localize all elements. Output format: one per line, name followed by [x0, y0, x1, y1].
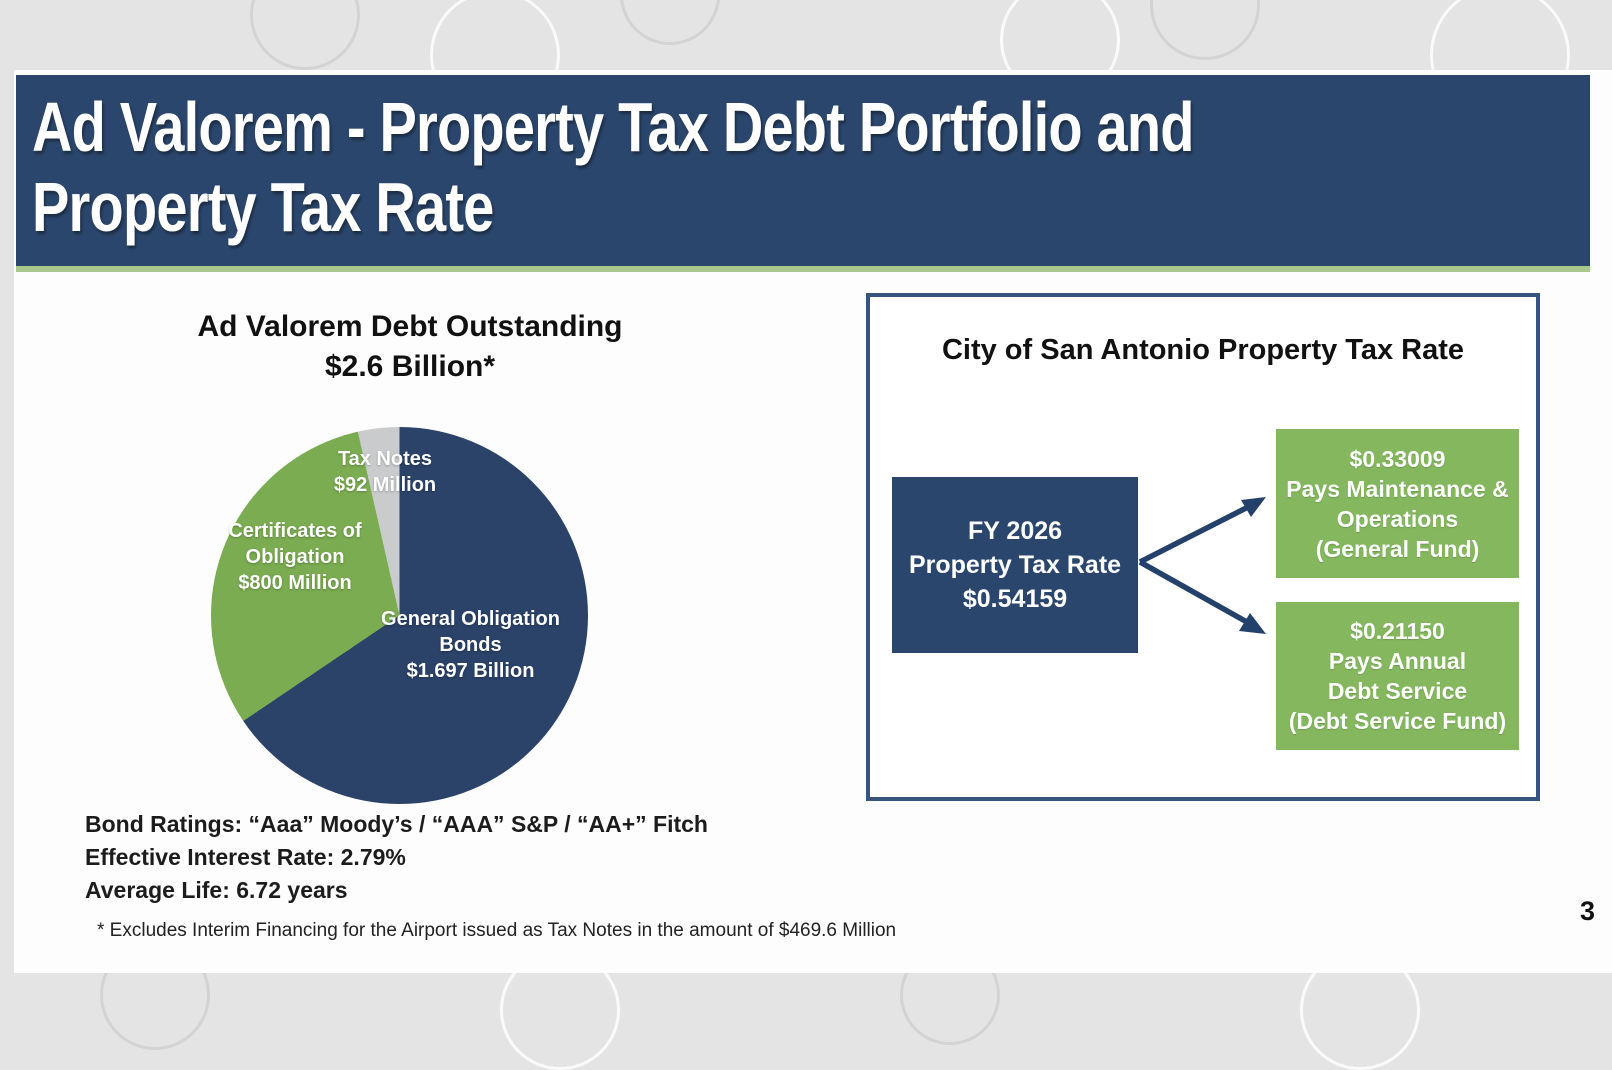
slice-label: Tax Notes — [337, 448, 433, 470]
footnote: * Excludes Interim Financing for the Air… — [97, 920, 897, 941]
pie-slice-label-certificates: Certificates of Obligation $800 Million — [205, 518, 385, 596]
pie-slice-label-go-bonds: General Obligation Bonds $1.697 Billion — [358, 606, 583, 684]
page-number: 3 — [1579, 896, 1595, 926]
tax-rate-panel-title: City of San Antonio Property Tax Rate — [941, 334, 1465, 366]
bond-stats: Bond Ratings: “Aaa” Moody’s / “AAA” S&P … — [85, 808, 708, 907]
average-life-line: Average Life: 6.72 years — [85, 877, 348, 903]
ds-amount: $0.21150 — [1350, 618, 1445, 644]
fy2026-rate-box: FY 2026 Property Tax Rate $0.54159 — [892, 477, 1138, 653]
slide-title-line1: Ad Valorem - Property Tax Debt Portfolio… — [32, 88, 1195, 166]
slice-value: $92 Million — [333, 474, 437, 496]
rate-box-line1: FY 2026 — [967, 517, 1063, 545]
mo-line3: Operations — [1336, 505, 1459, 532]
pie-chart-title-text: Ad Valorem Debt Outstanding — [197, 310, 623, 343]
slice-value: $800 Million — [238, 572, 352, 594]
bond-ratings-line: Bond Ratings: “Aaa” Moody’s / “AAA” S&P … — [85, 811, 708, 837]
slide-header: Ad Valorem - Property Tax Debt Portfolio… — [16, 75, 1590, 266]
slice-label: General Obligation Bonds — [381, 608, 560, 656]
ds-line2: Pays Annual — [1328, 648, 1467, 674]
header-accent-rule — [16, 266, 1590, 272]
effective-interest-rate-line: Effective Interest Rate: 2.79% — [85, 844, 406, 870]
pie-slice-label-tax-notes: Tax Notes $92 Million — [300, 446, 470, 498]
background-pattern-circle — [620, 0, 720, 45]
ds-line3: Debt Service — [1327, 678, 1468, 704]
background-pattern-circle — [250, 0, 360, 70]
mo-line4: (General Fund) — [1315, 535, 1480, 562]
background-pattern-circle — [1150, 0, 1260, 60]
arrow-head-up-icon — [1241, 497, 1266, 517]
mo-line2: Pays Maintenance & — [1286, 475, 1509, 502]
maintenance-operations-box: $0.33009 Pays Maintenance & Operations (… — [1276, 429, 1519, 578]
slide-title-line2: Property Tax Rate — [32, 168, 494, 246]
pie-chart — [211, 427, 588, 804]
arrow-head-down-icon — [1239, 613, 1266, 634]
pie-chart-title: Ad Valorem Debt Outstanding $2.6 Billion… — [155, 307, 665, 387]
pie-chart-subtitle: $2.6 Billion* — [324, 350, 496, 383]
rate-box-line2: Property Tax Rate — [908, 551, 1122, 579]
debt-service-box: $0.21150 Pays Annual Debt Service (Debt … — [1276, 602, 1519, 750]
ds-line4: (Debt Service Fund) — [1288, 708, 1507, 734]
split-arrows — [1138, 497, 1266, 634]
slice-value: $1.697 Billion — [406, 660, 535, 682]
mo-amount: $0.33009 — [1349, 445, 1446, 472]
slice-label: Certificates of Obligation — [228, 520, 362, 568]
rate-box-line3: $0.54159 — [962, 585, 1068, 613]
